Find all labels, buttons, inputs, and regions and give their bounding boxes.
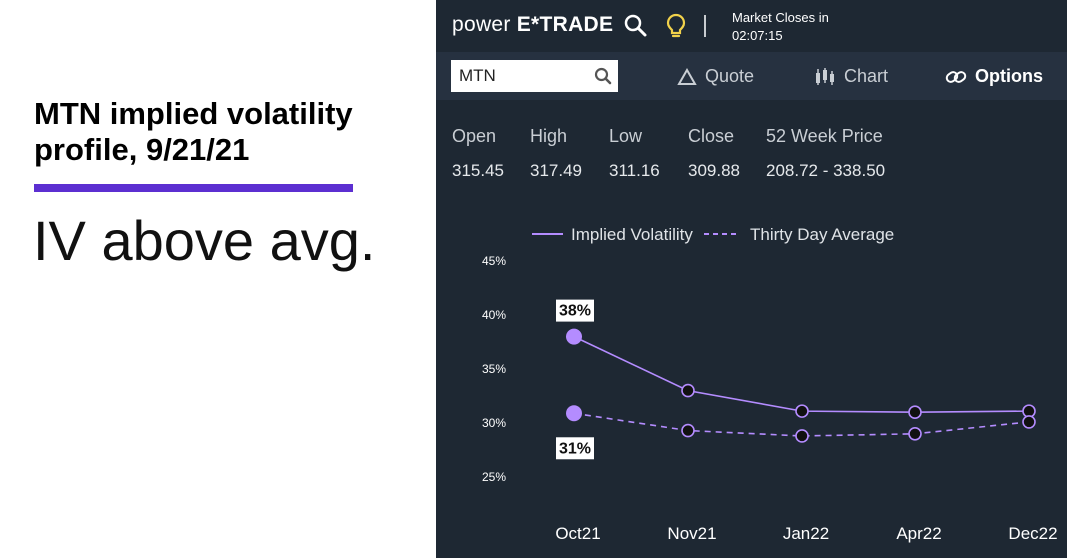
legend-label-avg: Thirty Day Average xyxy=(750,225,894,244)
avg-point xyxy=(908,427,922,441)
iv-series-line xyxy=(573,335,1030,414)
x-tick-label: Dec22 xyxy=(1008,524,1057,543)
quote-close: Close 309.88 xyxy=(688,126,740,181)
quote-52-week: 52 Week Price 208.72 - 338.50 xyxy=(766,126,885,181)
brand-power: power xyxy=(452,13,511,36)
slide-subhead: IV above avg. xyxy=(33,209,376,272)
iv-annotation-box xyxy=(556,299,594,322)
iv-point-highlight xyxy=(566,328,582,345)
y-tick-label: 35% xyxy=(482,362,506,376)
x-tick-label: Apr22 xyxy=(896,524,941,543)
triangle-icon xyxy=(677,67,697,85)
search-input-icon[interactable] xyxy=(594,67,612,85)
quote-low: Low 311.16 xyxy=(609,126,660,181)
avg-annotation-box xyxy=(556,437,594,460)
topbar-divider xyxy=(704,15,706,37)
quote-high: High 317.49 xyxy=(530,126,582,181)
tab-quote-label: Quote xyxy=(705,66,755,86)
brand-logo[interactable]: power E*TRADE xyxy=(452,13,613,37)
top-bar: power E*TRADE Market Closes in 02:07:15 xyxy=(436,0,1067,52)
symbol-search xyxy=(451,60,618,92)
high-value: 317.49 xyxy=(530,161,582,180)
range-value: 208.72 - 338.50 xyxy=(766,161,886,180)
iv-point xyxy=(681,383,695,398)
slide-panel: MTN implied volatility profile, 9/21/21 … xyxy=(0,0,436,558)
iv-chart-svg: 45% 40% 35% 30% 25% Oct21 Nov21 Jan22 Apr22 Dec22… xyxy=(482,225,1058,543)
y-tick-label: 40% xyxy=(482,308,506,322)
avg-point xyxy=(795,429,809,443)
open-label: Open xyxy=(452,126,497,146)
y-tick-label: 30% xyxy=(482,416,506,430)
candlestick-icon xyxy=(816,67,834,85)
trading-app: power E*TRADE Market Closes in 02:07:15 xyxy=(436,0,1067,558)
high-label: High xyxy=(530,126,568,146)
link-icon xyxy=(945,70,967,83)
tab-options[interactable]: Options xyxy=(945,66,1043,87)
iv-point xyxy=(908,405,922,419)
quote-summary: Open 315.45 High 317.49 Low 311.16 Close… xyxy=(436,100,1067,192)
x-tick-label: Oct21 xyxy=(555,524,600,543)
slide-headline: MTN implied volatility profile, 9/21/21 xyxy=(34,96,353,167)
search-icon[interactable] xyxy=(623,12,649,40)
tab-options-label: Options xyxy=(975,66,1043,86)
accent-bar xyxy=(34,184,353,192)
iv-chart: 45% 40% 35% 30% 25% Oct21 Nov21 Jan22 Apr22 Dec22… xyxy=(436,200,1067,558)
market-status: Market Closes in 02:07:15 xyxy=(732,9,829,45)
close-label: Close xyxy=(688,126,735,146)
avg-annotation-label: 31% xyxy=(559,440,591,457)
brand-etrade: E*TRADE xyxy=(516,13,614,36)
market-time: 02:07:15 xyxy=(732,28,783,43)
tab-chart[interactable]: Chart xyxy=(814,66,888,87)
y-tick-label: 25% xyxy=(482,470,506,484)
y-tick-label: 45% xyxy=(482,254,506,268)
low-label: Low xyxy=(609,126,643,146)
avg-point-highlight xyxy=(566,405,582,422)
iv-point xyxy=(795,404,809,418)
tab-quote[interactable]: Quote xyxy=(677,66,754,87)
low-value: 311.16 xyxy=(609,161,660,180)
nav-bar: Quote Chart Options xyxy=(436,52,1067,100)
tab-chart-label: Chart xyxy=(844,66,889,86)
range-label: 52 Week Price xyxy=(766,126,883,146)
close-value: 309.88 xyxy=(688,161,740,180)
open-value: 315.45 xyxy=(452,161,504,180)
iv-annotation-label: 38% xyxy=(559,303,591,320)
market-label: Market Closes in xyxy=(732,10,829,25)
quote-open: Open 315.45 xyxy=(452,126,504,181)
lightbulb-icon[interactable] xyxy=(663,12,689,40)
avg-point xyxy=(1022,415,1036,429)
avg-point xyxy=(681,423,695,438)
x-tick-label: Jan22 xyxy=(783,524,829,543)
legend-label-iv: Implied Volatility xyxy=(571,225,693,244)
x-tick-label: Nov21 xyxy=(667,524,716,543)
symbol-search-input[interactable] xyxy=(451,60,591,92)
